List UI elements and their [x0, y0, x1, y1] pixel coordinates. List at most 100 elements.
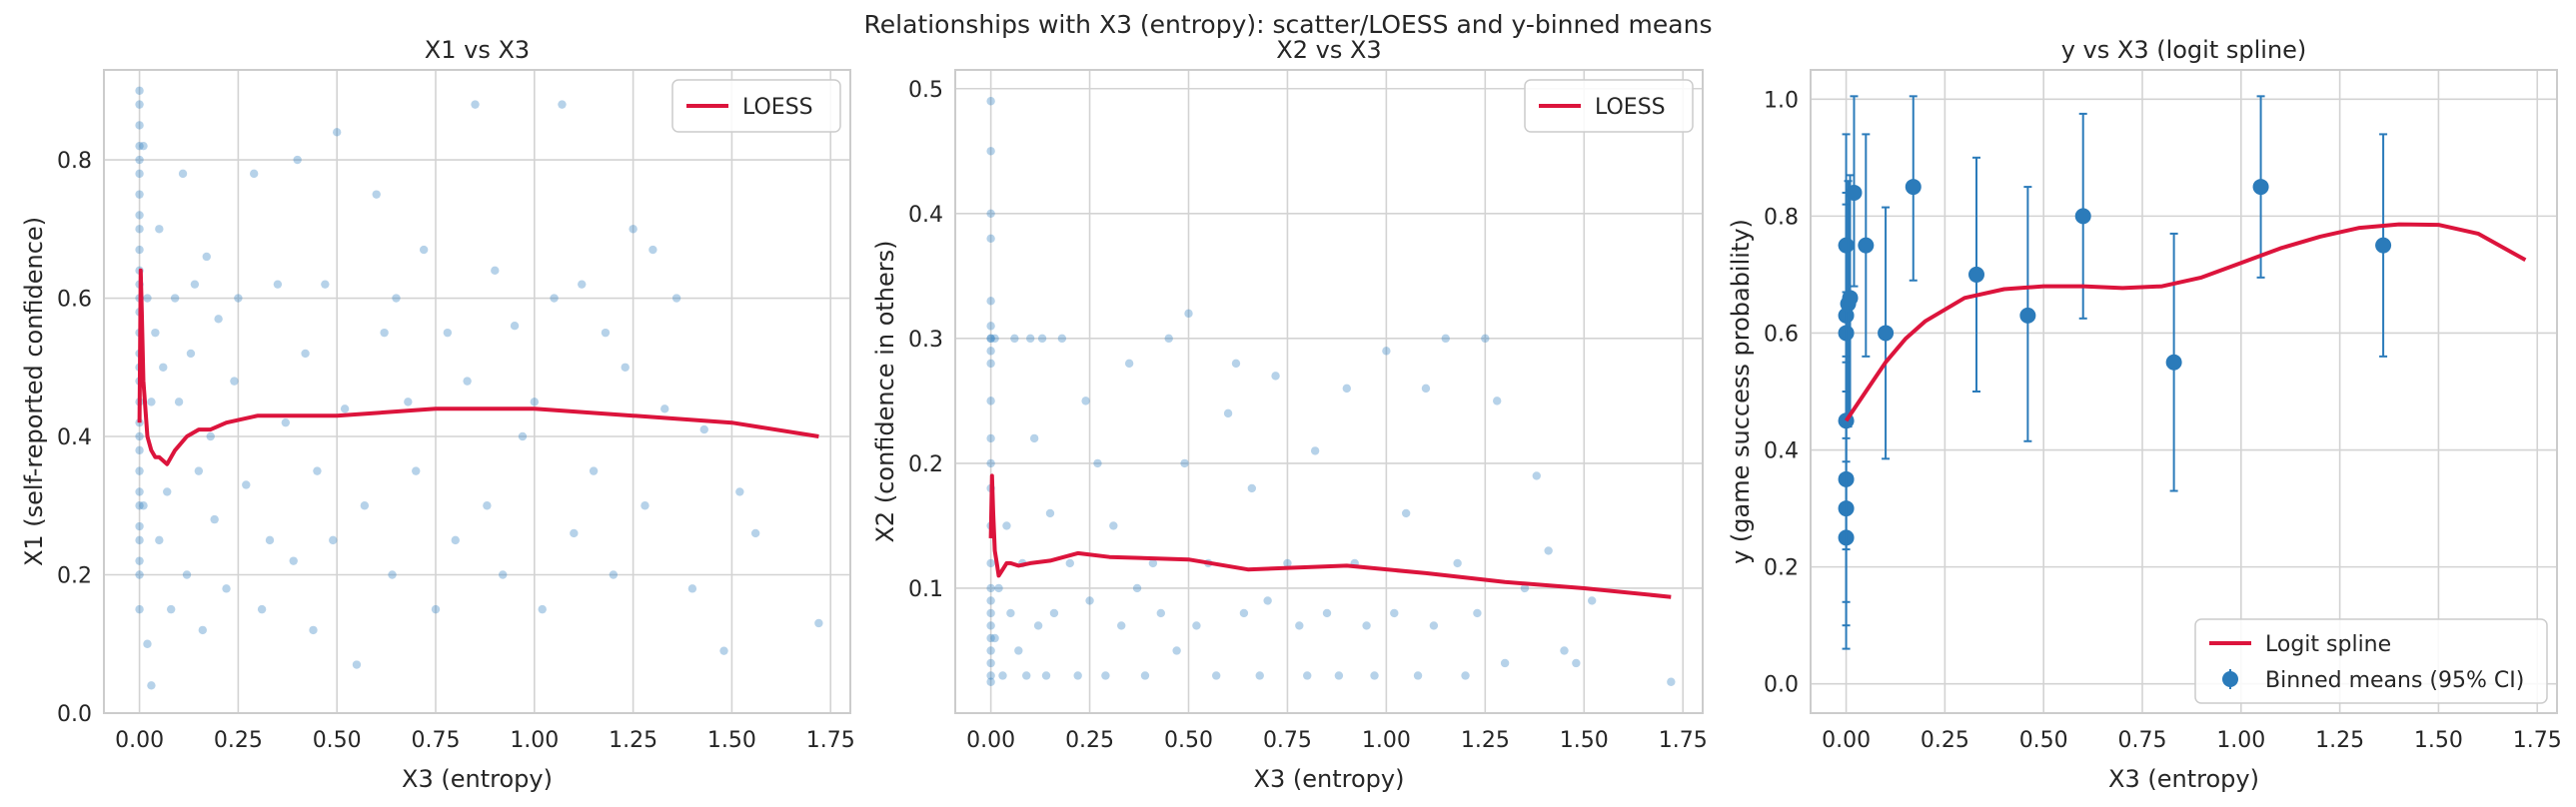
y-axis-label: X2 (confidence in others) [871, 240, 899, 542]
binned-mean-point [1858, 237, 1875, 254]
scatter-point [1014, 646, 1023, 655]
scatter-point [1247, 483, 1257, 493]
scatter-point [1049, 608, 1059, 618]
scatter-point [814, 618, 823, 628]
scatter-point [135, 535, 144, 545]
scatter-point [313, 466, 322, 475]
x-axis-label: X3 (entropy) [1254, 765, 1405, 793]
scatter-point [392, 294, 401, 303]
scatter-point [135, 556, 144, 565]
scatter-point [206, 431, 215, 441]
binned-mean-point [2074, 208, 2091, 225]
scatter-point [1382, 347, 1391, 356]
binned-mean-point [2019, 307, 2036, 324]
scatter-point [242, 480, 251, 489]
scatter-point [1010, 334, 1019, 344]
scatter-point [182, 570, 192, 579]
y-axis-label: y (game success probability) [1727, 219, 1755, 564]
scatter-point [151, 328, 160, 338]
scatter-point [1041, 671, 1051, 680]
scatter-point [578, 280, 587, 289]
scatter-point [222, 584, 231, 593]
y-tick-label: 0.2 [908, 452, 943, 477]
x-tick-label: 1.25 [2315, 728, 2364, 753]
scatter-point [463, 377, 472, 386]
scatter-point [671, 294, 681, 303]
scatter-point [990, 633, 999, 643]
panel-x2-vs-x3: 0.00 0.25 0.50 0.75 1.00 1.25 1.50 1.75 0.1 0.2 0.… [871, 36, 1708, 793]
binned-mean-point [2375, 237, 2392, 254]
scatter-point [530, 398, 540, 406]
scatter-point [986, 209, 995, 219]
scatter-point [1544, 546, 1553, 555]
scatter-point [1532, 471, 1541, 480]
scatter-point [135, 487, 144, 496]
y-tick-label: 0.6 [1764, 322, 1799, 347]
scatter-point [135, 245, 144, 255]
scatter-point [170, 294, 180, 303]
scatter-point [230, 377, 239, 386]
binned-mean-point [1878, 325, 1895, 342]
scatter-point [1037, 334, 1047, 344]
scatter-point [190, 280, 200, 289]
scatter-point [135, 211, 144, 220]
x-tick-label: 1.50 [2414, 728, 2463, 753]
scatter-point [1002, 521, 1011, 530]
scatter-point [372, 190, 381, 199]
scatter-point [1401, 508, 1411, 518]
x-tick-label: 1.25 [609, 728, 657, 753]
scatter-point [471, 100, 480, 109]
legend-box [2194, 618, 2548, 704]
scatter-point [1132, 583, 1142, 593]
scatter-point [735, 487, 744, 496]
binned-mean-point [1905, 179, 1922, 196]
x-tick-label: 1.00 [1362, 728, 1411, 753]
scatter-point [1033, 621, 1043, 630]
scatter-point [986, 677, 995, 686]
scatter-point [1081, 397, 1090, 405]
scatter-point [163, 487, 172, 496]
y-tick-label: 0.4 [1764, 439, 1799, 464]
x-tick-label: 1.50 [707, 728, 756, 753]
scatter-point [321, 280, 330, 289]
scatter-point [601, 328, 611, 338]
scatter-point [1263, 596, 1272, 605]
scatter-point [380, 328, 389, 338]
scatter-point [498, 570, 508, 579]
x-tick-label: 1.25 [1461, 728, 1510, 753]
scatter-point [994, 583, 1003, 593]
scatter-point [257, 604, 267, 614]
scatter-point [491, 266, 500, 276]
scatter-point [1025, 334, 1035, 344]
scatter-point [986, 646, 995, 655]
scatter-point [234, 294, 243, 303]
binned-mean-point [2252, 179, 2269, 196]
scatter-point [1295, 621, 1304, 630]
binned-mean-point [1842, 290, 1859, 307]
scatter-point [155, 535, 164, 545]
scatter-point [641, 501, 649, 510]
scatter-point [510, 322, 520, 331]
scatter-point [1303, 671, 1312, 680]
scatter-point [1481, 334, 1490, 344]
scatter-point [1342, 384, 1352, 394]
plot-frame [954, 69, 1704, 714]
scatter-point [986, 433, 995, 443]
plot-frame [103, 69, 851, 714]
scatter-point [986, 234, 995, 244]
y-tick-label: 0.1 [908, 577, 943, 602]
scatter-point [419, 245, 429, 255]
x-tick-label: 1.50 [1560, 728, 1609, 753]
x-axis-label: X3 (entropy) [402, 765, 553, 793]
scatter-point [135, 570, 144, 579]
scatter-point [273, 280, 283, 289]
scatter-point [1093, 458, 1102, 468]
x-tick-label: 0.00 [1822, 728, 1871, 753]
scatter-point [1065, 558, 1074, 568]
panel-y-vs-x3: 0.00 0.25 0.50 0.75 1.00 1.25 1.50 1.75 0.0 0.2 0.… [1727, 36, 2562, 793]
scatter-point [1223, 408, 1233, 418]
scatter-point [589, 466, 599, 475]
scatter-point [1172, 646, 1181, 655]
y-tick-label: 0.2 [1764, 556, 1799, 581]
scatter-point [443, 328, 453, 338]
